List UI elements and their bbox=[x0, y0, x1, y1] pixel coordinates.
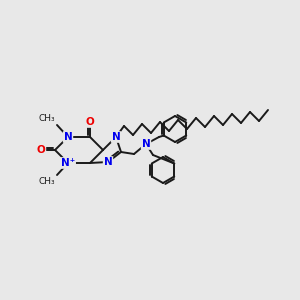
Text: CH₃: CH₃ bbox=[38, 177, 55, 186]
Text: N⁺: N⁺ bbox=[61, 158, 75, 168]
Text: O: O bbox=[37, 145, 45, 155]
Text: N: N bbox=[64, 132, 72, 142]
Text: N: N bbox=[142, 139, 150, 149]
Text: N: N bbox=[103, 157, 112, 167]
Text: CH₃: CH₃ bbox=[38, 114, 55, 123]
Text: O: O bbox=[85, 117, 94, 127]
Text: N: N bbox=[112, 132, 120, 142]
